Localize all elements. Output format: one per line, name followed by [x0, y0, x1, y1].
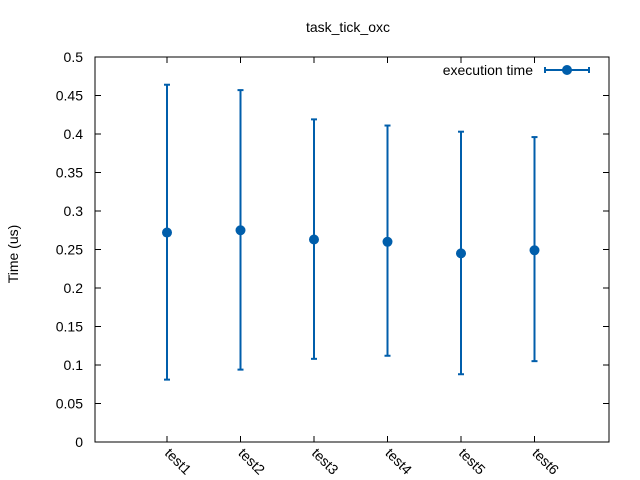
data-point: [309, 234, 319, 245]
y-tick-label: 0.5: [64, 49, 84, 65]
data-point: [456, 248, 466, 259]
y-tick-label: 0.35: [56, 165, 83, 181]
y-tick-label: 0.4: [64, 126, 84, 142]
legend-label: execution time: [443, 62, 533, 78]
chart-title: task_tick_oxc: [306, 19, 390, 35]
data-point: [162, 227, 172, 238]
y-tick-label: 0.3: [64, 203, 84, 219]
legend: execution time: [443, 62, 590, 78]
x-tick-label: test1: [162, 445, 195, 478]
series-layer: [162, 83, 540, 381]
y-tick-label: 0.1: [64, 357, 84, 373]
legend-symbol: [544, 65, 590, 75]
x-tick-label: test2: [235, 445, 268, 478]
x-tick-label: test4: [382, 445, 415, 478]
data-point: [382, 236, 393, 247]
y-tick-label: 0: [75, 434, 83, 450]
y-tick-label: 0.45: [56, 88, 83, 104]
x-tick-label: test3: [309, 445, 342, 478]
y-tick-label: 0.05: [56, 396, 83, 412]
x-axis: test1 test2 test3 test4 test5 test6: [162, 57, 562, 478]
y-axis: 0 0.05 0.1 0.15 0.2 0.25 0.3 0.35 0.4 0.45 0.5: [56, 49, 609, 450]
data-point: [529, 245, 540, 256]
data-point: [235, 225, 246, 236]
legend-marker: [562, 65, 572, 75]
x-tick-label: test5: [456, 445, 489, 478]
y-tick-label: 0.25: [56, 242, 83, 258]
y-tick-label: 0.15: [56, 319, 83, 335]
y-axis-label: Time (us): [5, 225, 21, 284]
y-tick-label: 0.2: [64, 280, 84, 296]
x-tick-label: test6: [529, 445, 562, 478]
